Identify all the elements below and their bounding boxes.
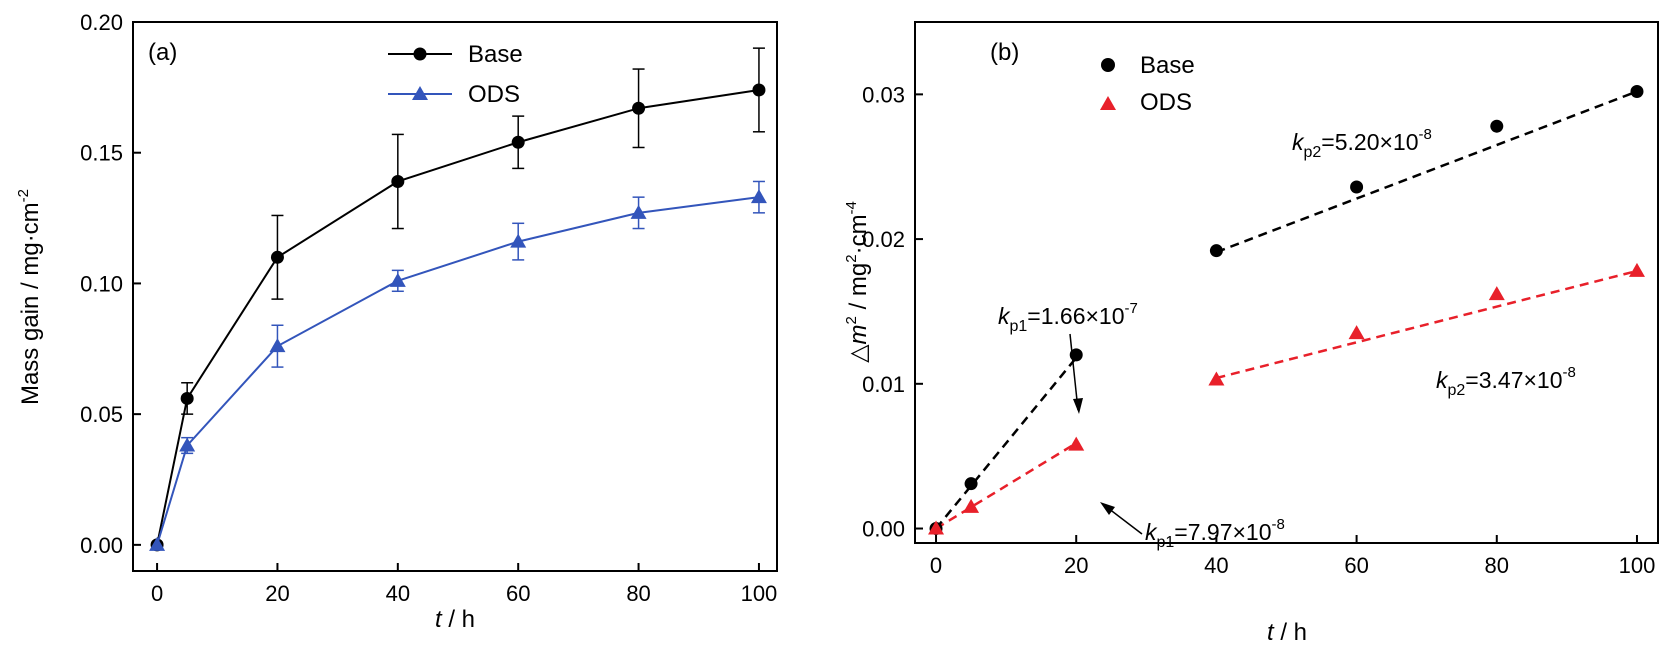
panel-b-y-tick-label: 0.02 xyxy=(862,227,905,252)
legend-b-ods-label: ODS xyxy=(1140,89,1192,116)
legend-a-ods-label: ODS xyxy=(468,81,520,108)
arrow-base-kp1 xyxy=(1069,333,1079,411)
panel-a-x-tick-label: 20 xyxy=(265,581,289,606)
legend-a-ods-marker xyxy=(412,86,428,100)
legend-a-base-label: Base xyxy=(468,41,523,68)
panel-a-legend: Base ODS xyxy=(388,41,523,108)
panel-a-y-tick-label: 0.20 xyxy=(80,10,123,35)
panel-a-x-label: t / h xyxy=(435,606,475,633)
panel-b-legend: Base ODS xyxy=(1100,52,1195,116)
panel-b-x-tick-label: 100 xyxy=(1619,553,1656,578)
panel-b-base-point xyxy=(964,477,978,491)
panel-b-base-point xyxy=(1630,84,1644,98)
panel-b-base-point xyxy=(1350,180,1364,194)
legend-b-base-label: Base xyxy=(1140,52,1195,79)
panel-a-base-point xyxy=(391,174,405,188)
panel-a-ods-point xyxy=(149,536,166,551)
panel-b-ods-point xyxy=(963,498,980,513)
panel-b-x-tick-label: 40 xyxy=(1204,553,1228,578)
panel-a-y-label: Mass gain / mg·cm-2 xyxy=(15,189,44,405)
panel-b-base-point xyxy=(1209,244,1223,258)
panel-a-x-tick-label: 40 xyxy=(386,581,410,606)
panel-b-y-tick-label: 0.03 xyxy=(862,82,905,107)
annotation-base-kp1: kp1=1.66×10-7 xyxy=(998,300,1138,335)
panel-b-label: (b) xyxy=(990,39,1019,66)
annotation-ods-kp1: kp1=7.97×10-8 xyxy=(1145,516,1285,551)
panel-a-label: (a) xyxy=(148,39,177,66)
panel-b-ods-point xyxy=(1208,371,1225,386)
panel-a-ods-point xyxy=(750,189,767,204)
panel-a-ods-series-line xyxy=(156,196,760,546)
panel-b-ods-point xyxy=(1348,325,1365,340)
panel-a-x-tick-label: 100 xyxy=(741,581,778,606)
panel-b-ods-point xyxy=(1068,436,1085,451)
annotation-base-kp2: kp2=5.20×10-8 xyxy=(1292,126,1432,161)
panel-b-x-tick-label: 20 xyxy=(1064,553,1088,578)
panel-a-ods-point xyxy=(389,272,406,287)
legend-b-ods-marker xyxy=(1100,96,1116,110)
panel-a-base-point xyxy=(511,135,525,149)
panel-b-y-tick-label: 0.00 xyxy=(862,517,905,542)
panel-a-ods-point xyxy=(510,233,527,248)
arrow-base-kp1-head xyxy=(1073,398,1083,414)
annotation-arrows xyxy=(1069,333,1143,535)
panel-a-base-series-line xyxy=(156,88,760,546)
panel-b-chart: 0 20 40 60 80 100 0.00 0.01 0.02 0.03 (b) Base OD… xyxy=(843,21,1659,646)
panel-b-fit-line-4 xyxy=(1216,269,1638,380)
panel-b-ods-point xyxy=(928,520,945,535)
panel-b-x-tick-label: 60 xyxy=(1344,553,1368,578)
panel-a-base-point xyxy=(632,101,646,115)
panel-b-fit-line-3 xyxy=(935,442,1077,530)
panel-a-x-tick-label: 80 xyxy=(626,581,650,606)
panel-a-ods-point xyxy=(269,338,286,353)
legend-b-base-marker xyxy=(1101,58,1115,72)
panel-b-y-label: △m2 / mg2·cm-4 xyxy=(843,201,872,363)
panel-a-y-tick-label: 0.05 xyxy=(80,402,123,427)
panel-b-y-tick-label: 0.01 xyxy=(862,372,905,397)
panel-a-base-point xyxy=(270,250,284,264)
panel-b-base-point xyxy=(1490,119,1504,133)
panel-a-ods-point xyxy=(179,437,196,452)
panel-b-fit-line-1 xyxy=(935,356,1078,530)
panel-a-y-tick-label: 0.10 xyxy=(80,271,123,296)
arrow-ods-kp1-head xyxy=(1100,502,1115,515)
panel-a-chart: 0 20 40 60 80 100 0.00 0.05 0.10 0.15 0.20 (a) Bas… xyxy=(15,10,778,633)
legend-a-base-marker xyxy=(413,47,427,61)
panel-a-base-point xyxy=(752,83,766,97)
panel-a-y-tick-label: 0.00 xyxy=(80,533,123,558)
panel-a-ods-point xyxy=(630,204,647,219)
panel-b-ods-point xyxy=(1628,262,1645,277)
annotation-ods-kp2: kp2=3.47×10-8 xyxy=(1436,364,1576,399)
panel-a-frame xyxy=(132,21,778,572)
panel-b-x-tick-label: 0 xyxy=(930,553,942,578)
panel-b-fit-line-2 xyxy=(1215,90,1638,254)
panel-b-ods-point xyxy=(1488,286,1505,301)
panel-a-y-tick-label: 0.15 xyxy=(80,141,123,166)
panel-a-x-tick-label: 0 xyxy=(151,581,163,606)
panel-b-frame xyxy=(914,21,1659,544)
panel-b-x-tick-label: 80 xyxy=(1485,553,1509,578)
panel-a-x-tick-label: 60 xyxy=(506,581,530,606)
panel-b-x-label: t / h xyxy=(1267,619,1307,646)
panel-a-base-point xyxy=(180,391,194,405)
